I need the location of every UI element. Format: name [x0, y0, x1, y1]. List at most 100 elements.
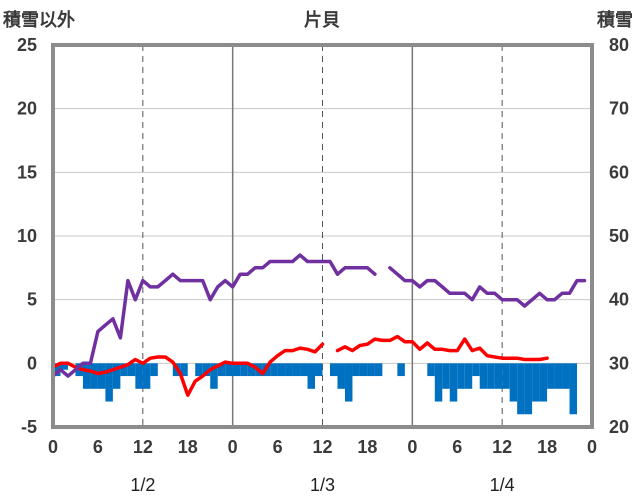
x-tick-label: 12: [133, 437, 153, 457]
bar: [120, 363, 128, 377]
bar: [307, 363, 316, 389]
x-tick-label: 18: [357, 437, 377, 457]
x-tick-label: 0: [407, 437, 417, 457]
bar: [127, 363, 136, 377]
bar-series: [53, 363, 578, 415]
right-axis-label: 積雪: [596, 9, 633, 31]
right-tick-label: 60: [609, 162, 629, 182]
left-tick-label: 5: [27, 290, 37, 310]
day-label: 1/2: [130, 475, 155, 495]
right-tick-label: 80: [609, 35, 629, 55]
bar: [554, 363, 563, 389]
bar: [457, 363, 465, 389]
bar: [374, 363, 383, 377]
snow-depth-line: [51, 253, 377, 378]
bar: [105, 363, 113, 402]
bar: [442, 363, 450, 389]
bar: [524, 363, 533, 415]
x-tick-label: 0: [587, 437, 597, 457]
left-tick-label: 20: [17, 99, 37, 119]
left-tick-label: 10: [17, 226, 37, 246]
bar: [494, 363, 503, 389]
bar: [487, 363, 495, 389]
bar: [502, 363, 510, 389]
bar: [210, 363, 218, 389]
x-tick-label: 12: [312, 437, 332, 457]
bar: [225, 363, 233, 377]
bar: [82, 363, 91, 389]
right-tick-label: 70: [609, 99, 629, 119]
bar: [359, 363, 368, 377]
bar: [532, 363, 540, 402]
bar: [277, 363, 286, 377]
x-tick-label: 12: [492, 437, 512, 457]
bar: [562, 363, 570, 389]
left-axis-label: 積雪以外: [2, 9, 75, 31]
bar: [427, 363, 435, 377]
x-tick-label: 18: [537, 437, 557, 457]
right-tick-label: 20: [609, 417, 629, 437]
right-tick-label: 30: [609, 353, 629, 373]
bar: [472, 363, 480, 377]
left-axis-ticks: 25 20 15 10 5 0 -5: [17, 35, 37, 437]
bar: [352, 363, 360, 377]
bar: [509, 363, 518, 402]
plot-frame: [51, 43, 594, 429]
bar: [397, 363, 405, 377]
bar: [240, 363, 248, 377]
bar: [112, 363, 121, 389]
x-axis-ticks: 0 6 12 18 0 6 12 18 0 6 12 18 0: [48, 437, 597, 457]
x-tick-label: 6: [273, 437, 283, 457]
bar: [142, 363, 151, 389]
bar: [53, 363, 61, 377]
bar: [300, 363, 308, 377]
bar: [329, 363, 338, 377]
x-tick-label: 6: [93, 437, 103, 457]
right-tick-label: 40: [609, 290, 629, 310]
bar: [517, 363, 525, 415]
bar: [97, 363, 106, 389]
x-tick-label: 18: [178, 437, 198, 457]
bar: [232, 363, 241, 377]
bar: [150, 363, 158, 377]
bar: [539, 363, 548, 402]
bar: [569, 363, 578, 415]
bar: [135, 363, 143, 389]
x-tick-label: 0: [48, 437, 58, 457]
bar: [247, 363, 256, 377]
bar: [90, 363, 98, 389]
bar: [479, 363, 488, 389]
bar: [315, 363, 323, 377]
bar: [195, 363, 203, 377]
day-label: 1/4: [490, 475, 515, 495]
temperature-line: [51, 342, 325, 397]
snow-depth-series: [51, 253, 587, 378]
left-tick-label: 0: [27, 353, 37, 373]
day-label: 1/3: [310, 475, 335, 495]
day-labels: 1/2 1/3 1/4: [130, 475, 514, 495]
bar: [367, 363, 375, 377]
right-axis-ticks: 80 70 60 50 40 30 20: [609, 35, 629, 437]
bar: [180, 363, 188, 377]
grid: [53, 45, 592, 427]
bar: [449, 363, 458, 402]
x-tick-label: 6: [452, 437, 462, 457]
temperature-line: [335, 334, 549, 362]
x-tick-label: 0: [228, 437, 238, 457]
bar: [547, 363, 555, 389]
bar: [337, 363, 345, 389]
right-tick-label: 50: [609, 226, 629, 246]
left-tick-label: 25: [17, 35, 37, 55]
bar: [202, 363, 211, 377]
bar: [60, 363, 68, 370]
bar: [270, 363, 278, 377]
left-tick-label: 15: [17, 162, 37, 182]
bar: [217, 363, 226, 377]
temperature-series: [51, 334, 549, 397]
bar: [292, 363, 301, 377]
bar: [344, 363, 353, 402]
snow-depth-line: [388, 266, 587, 308]
chart-title: 片貝: [304, 9, 340, 31]
bar: [464, 363, 473, 389]
